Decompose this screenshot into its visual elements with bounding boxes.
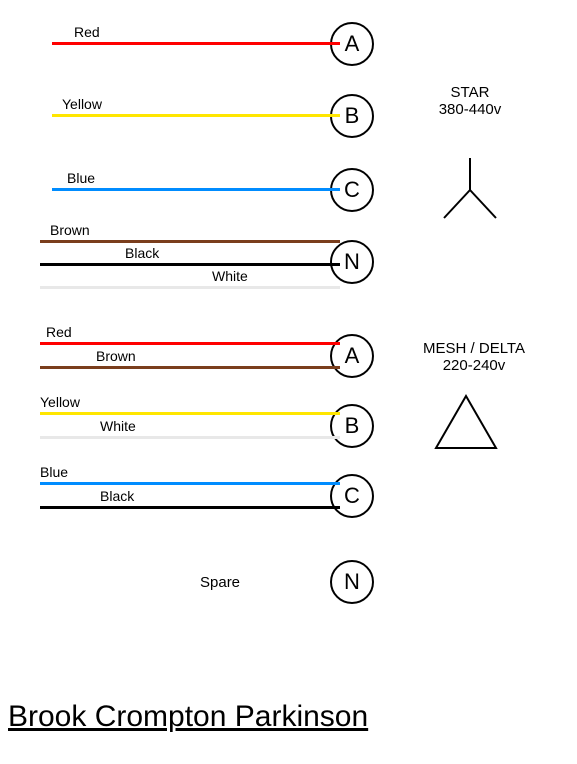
delta-config-label: MESH / DELTA 220-240v xyxy=(404,340,544,374)
delta-label-line2: 220-240v xyxy=(404,357,544,374)
star-terminal-n: N xyxy=(330,240,374,284)
delta-label-line1: MESH / DELTA xyxy=(404,340,544,357)
wire-white-2 xyxy=(40,436,340,439)
terminal-letter: A xyxy=(345,343,360,369)
delta-symbol-icon xyxy=(426,388,506,458)
delta-terminal-b: B xyxy=(330,404,374,448)
delta-terminal-c: C xyxy=(330,474,374,518)
terminal-letter: C xyxy=(344,483,360,509)
wire-label-black: Black xyxy=(125,245,159,261)
page-title: Brook Crompton Parkinson xyxy=(8,700,368,734)
wire-label-brown: Brown xyxy=(50,222,90,238)
terminal-letter: B xyxy=(345,413,360,439)
terminal-letter: N xyxy=(344,249,360,275)
wire-label-yellow-2: Yellow xyxy=(40,394,80,410)
wire-brown-2 xyxy=(40,366,340,369)
terminal-letter: C xyxy=(344,177,360,203)
terminal-letter: B xyxy=(345,103,360,129)
star-label-line1: STAR xyxy=(420,84,520,101)
terminal-letter: N xyxy=(344,569,360,595)
wire-label-blue-2: Blue xyxy=(40,464,68,480)
wire-label-white: White xyxy=(212,268,248,284)
wire-label-black-2: Black xyxy=(100,488,134,504)
terminal-letter: A xyxy=(345,31,360,57)
wire-brown xyxy=(40,240,340,243)
wire-label-brown-2: Brown xyxy=(96,348,136,364)
wire-yellow-2 xyxy=(40,412,340,415)
wire-label-yellow: Yellow xyxy=(62,96,102,112)
wire-label-red-2: Red xyxy=(46,324,72,340)
wire-yellow xyxy=(52,114,340,117)
wire-black xyxy=(40,263,340,266)
delta-terminal-n: N xyxy=(330,560,374,604)
wire-red xyxy=(52,42,340,45)
wire-label-red: Red xyxy=(74,24,100,40)
wire-label-blue: Blue xyxy=(67,170,95,186)
star-config-label: STAR 380-440v xyxy=(420,84,520,118)
star-label-line2: 380-440v xyxy=(420,101,520,118)
delta-terminal-a: A xyxy=(330,334,374,378)
wire-blue xyxy=(52,188,340,191)
wire-blue-2 xyxy=(40,482,340,485)
star-symbol-icon xyxy=(430,150,510,230)
wire-white xyxy=(40,286,340,289)
spare-label: Spare xyxy=(200,574,240,591)
wire-label-white-2: White xyxy=(100,418,136,434)
wire-black-2 xyxy=(40,506,340,509)
wire-red-2 xyxy=(40,342,340,345)
